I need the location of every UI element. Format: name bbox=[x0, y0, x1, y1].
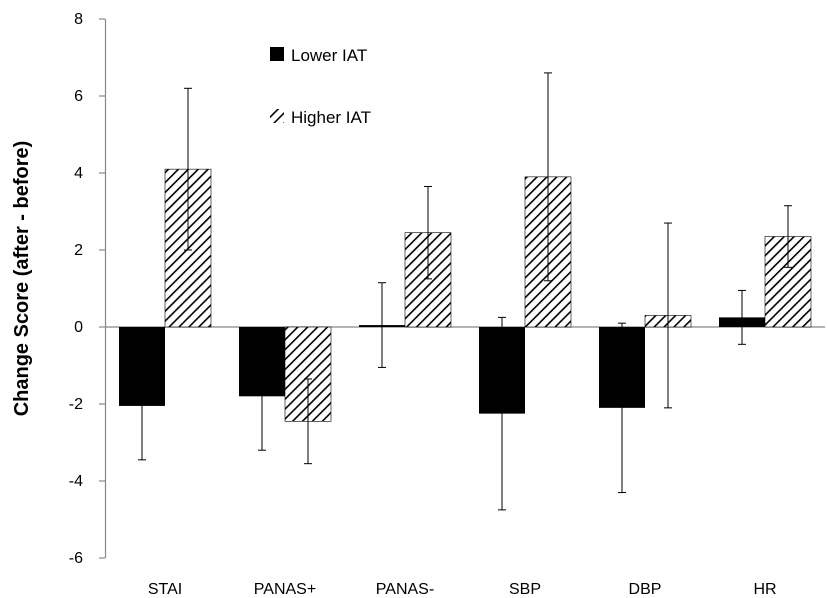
error-bar bbox=[664, 222, 672, 409]
category-labels: STAI PANAS+ PANAS- SBP DBP HR bbox=[148, 581, 777, 598]
error-bar bbox=[304, 378, 312, 465]
x-category-label: PANAS- bbox=[376, 581, 434, 598]
y-tick-label: 0 bbox=[74, 319, 83, 336]
error-bar bbox=[618, 322, 626, 494]
legend-swatch-hatched bbox=[270, 109, 284, 123]
x-category-label: HR bbox=[753, 581, 776, 598]
error-bar bbox=[424, 185, 432, 280]
error-bars bbox=[138, 72, 792, 511]
x-category-label: PANAS+ bbox=[254, 581, 316, 598]
y-tick-label: 6 bbox=[74, 88, 83, 105]
y-tick-label: -6 bbox=[69, 550, 83, 567]
legend-label-lower-iat: Lower IAT bbox=[291, 46, 367, 65]
x-category-label: DBP bbox=[629, 581, 662, 598]
y-tick-label: 2 bbox=[74, 242, 83, 259]
error-bar bbox=[498, 316, 506, 511]
x-category-label: STAI bbox=[148, 581, 182, 598]
y-axis: -6 -4 -2 0 2 4 6 8 bbox=[69, 11, 107, 567]
bars bbox=[119, 168, 812, 422]
error-bar bbox=[784, 205, 792, 268]
legend-label-higher-iat: Higher IAT bbox=[291, 108, 371, 127]
error-bar bbox=[378, 282, 386, 368]
error-bar bbox=[738, 289, 746, 345]
error-bar bbox=[138, 351, 146, 461]
legend: Lower IAT Higher IAT bbox=[270, 46, 371, 127]
y-tick-label: 4 bbox=[74, 165, 83, 182]
y-tick-label: 8 bbox=[74, 11, 83, 28]
error-bar bbox=[184, 87, 192, 251]
error-bar bbox=[544, 72, 552, 282]
error-bar bbox=[258, 341, 266, 451]
y-axis-label: Change Score (after - before) bbox=[11, 141, 33, 417]
legend-swatch-solid bbox=[270, 47, 284, 61]
legend-item-lower-iat: Lower IAT bbox=[270, 46, 367, 65]
y-tick-label: -4 bbox=[69, 473, 83, 490]
y-tick-label: -2 bbox=[69, 396, 83, 413]
legend-item-higher-iat: Higher IAT bbox=[270, 108, 371, 127]
x-category-label: SBP bbox=[509, 581, 541, 598]
